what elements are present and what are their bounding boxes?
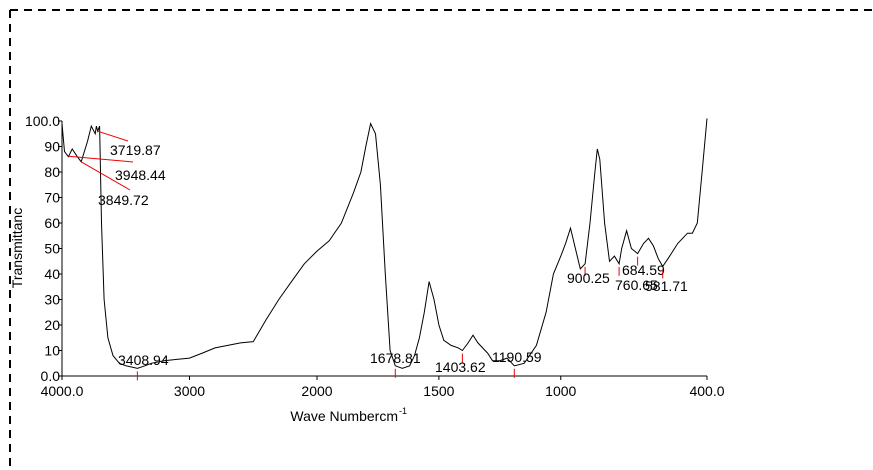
peak-label: 3948.44 [115, 167, 166, 183]
x-tick-label: 2000 [301, 383, 332, 399]
peak-label: 3719.87 [110, 142, 161, 158]
y-tick-label: 60 [44, 215, 60, 231]
peak-marker [97, 130, 129, 142]
y-tick-label: 20 [44, 317, 60, 333]
x-axis-label: Wave Numbercm [290, 408, 398, 424]
x-tick-label: 1000 [545, 383, 576, 399]
x-tick-label: 1500 [423, 383, 454, 399]
peak-marker [68, 155, 134, 163]
x-tick-label: 3000 [174, 383, 205, 399]
y-tick-label: 50 [44, 241, 60, 257]
y-tick-label: 0.0 [41, 368, 61, 384]
peak-label: 1678.81 [370, 350, 421, 366]
peak-label: 581.71 [645, 278, 688, 294]
y-tick-label: 30 [44, 292, 60, 308]
y-tick-label: 10 [44, 343, 60, 359]
peak-marker [80, 161, 131, 191]
peak-label: 1190.59 [492, 349, 542, 365]
spectrum-line [61, 118, 708, 369]
peak-label: 3849.72 [98, 192, 149, 208]
y-tick-label: 90 [44, 139, 60, 155]
peak-label: 1403.62 [435, 359, 486, 375]
peak-label: 760.65 [615, 277, 658, 293]
peak-label: 900.25 [567, 270, 610, 286]
y-tick-label: 100.0 [25, 113, 60, 129]
y-tick-label: 70 [44, 190, 60, 206]
y-axis-label: Transmittanc [9, 208, 25, 288]
peak-label: 684.59 [622, 262, 665, 278]
peak-label: 3408.94 [118, 352, 169, 368]
y-tick-label: 40 [44, 266, 60, 282]
y-tick-label: 80 [44, 164, 60, 180]
x-axis-label-sup: -1 [399, 406, 407, 416]
x-tick-label: 4000.0 [41, 383, 84, 399]
x-tick-label: 400.0 [689, 383, 724, 399]
